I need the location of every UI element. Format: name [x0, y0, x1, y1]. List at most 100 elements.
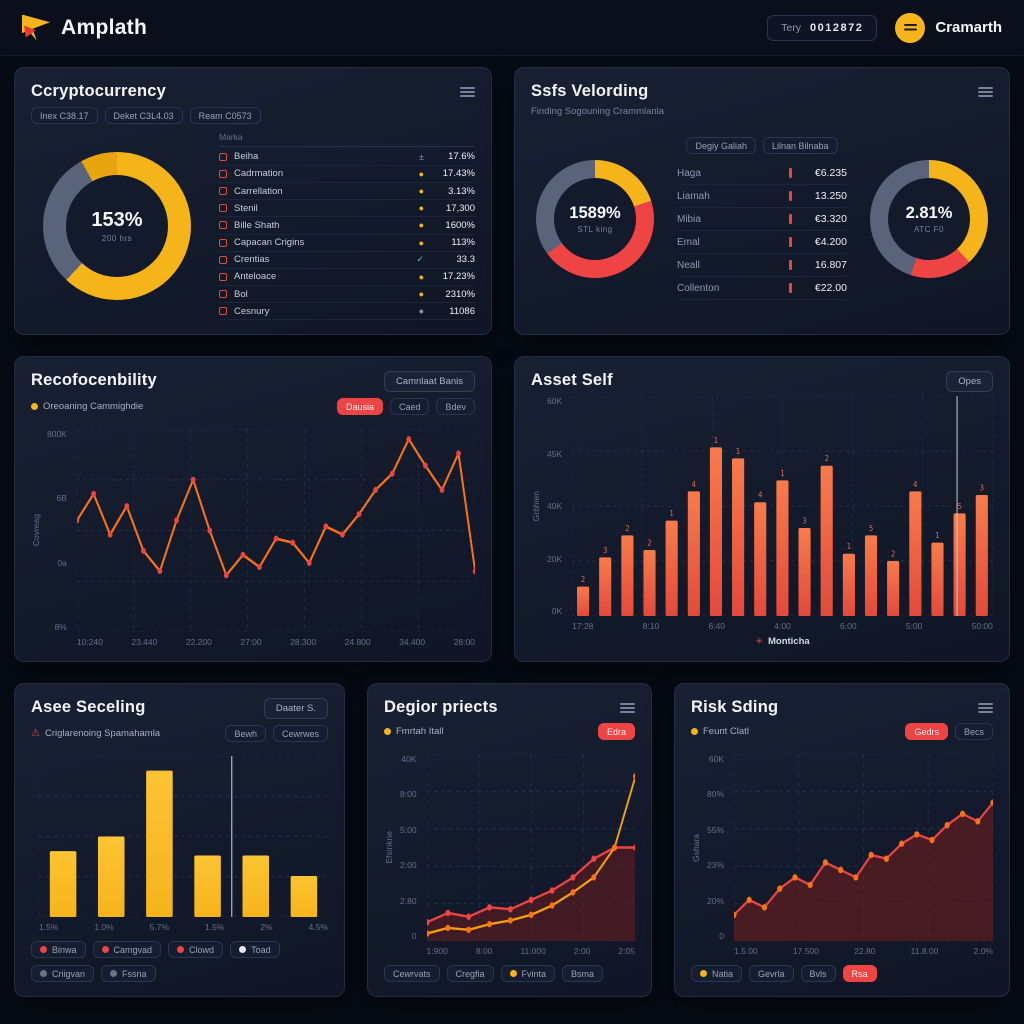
pill-button[interactable]: Cregfia: [446, 965, 494, 982]
risk-footer-legend: Natia Gevrla Bvls Rsa: [691, 965, 993, 982]
pill-button[interactable]: Lilnan Bilnaba: [762, 137, 838, 154]
table-row[interactable]: Cesnury ● 11086: [219, 303, 475, 321]
table-row[interactable]: Haga €6.235: [677, 162, 847, 185]
pill-button[interactable]: Bewh: [225, 725, 266, 742]
y-axis-title: Gshara: [691, 833, 701, 862]
pill-button[interactable]: Deket C3L4.03: [104, 107, 183, 124]
pill-button[interactable]: Toad: [230, 941, 280, 958]
reco-action-button[interactable]: Camnlaat Banis: [383, 371, 475, 392]
table-row[interactable]: Stenil ● 17,300: [219, 200, 475, 218]
table-row[interactable]: Cadrmation ● 17.43%: [219, 166, 475, 183]
table-row[interactable]: Neall 16.807: [677, 254, 847, 277]
row-value-icon: ●: [418, 220, 424, 231]
menu-icon[interactable]: [460, 86, 475, 97]
label: Fvinta: [521, 968, 547, 979]
row-accent: [789, 283, 792, 293]
axis-tick: 2%: [260, 922, 273, 932]
axis-tick: 4:00: [774, 621, 791, 631]
axis-caption-icon: ✳: [755, 636, 763, 646]
pill-button[interactable]: Degiy Galiah: [686, 137, 756, 154]
pill-button[interactable]: Ream C0573: [189, 107, 261, 124]
table-row[interactable]: Carrellation ● 3.13%: [219, 183, 475, 201]
row-label: Stenil: [234, 202, 258, 214]
label: Oreoaning Cammighdie: [43, 401, 144, 412]
pill-button[interactable]: Gevrla: [749, 965, 794, 982]
table-row[interactable]: Beiha ±17.6%: [219, 149, 475, 166]
axis-tick: 34.400: [399, 637, 426, 647]
pill-button[interactable]: Cewrwes: [272, 725, 328, 742]
user-avatar[interactable]: [895, 12, 926, 43]
table-row[interactable]: Collenton €22.00: [677, 277, 847, 300]
panel-asset-self: Asset Self Opes Grbhien 60K 45K 40K 20K 0K 2…: [514, 356, 1010, 662]
asset-action-button[interactable]: Opes: [946, 371, 993, 392]
pill-button[interactable]: Becs: [954, 723, 993, 740]
pill-button[interactable]: Dausia: [336, 398, 383, 415]
brand-logo-icon: [22, 15, 50, 41]
pill-button[interactable]: Fssna: [101, 965, 156, 982]
pill-button[interactable]: Clowd: [168, 941, 224, 958]
menu-icon[interactable]: [620, 702, 635, 713]
pill-button[interactable]: Criigvan: [31, 965, 95, 982]
pill-button[interactable]: Camgvad: [92, 941, 162, 958]
pill-button[interactable]: Bdev: [436, 398, 475, 415]
account-label: Tery: [781, 21, 801, 34]
table-row[interactable]: Bille Shath ● 1600%: [219, 217, 475, 235]
pill-button[interactable]: Rsa: [842, 965, 877, 982]
x-axis-caption: ✳ Monticha: [755, 636, 810, 647]
svg-text:2: 2: [891, 549, 895, 559]
table-row[interactable]: Mibia €3.320: [677, 208, 847, 231]
pill-button[interactable]: Cewrvats: [384, 965, 440, 982]
account-button[interactable]: Tery 0012872: [767, 14, 878, 41]
row-label: Crentias: [234, 254, 270, 266]
label: Cewrwes: [281, 728, 319, 739]
row-checkbox-icon: [219, 221, 227, 230]
axis-tick: 1.5%: [39, 922, 59, 932]
panel-asee-seceling: Asee Seceling Daater S. ⚠ Criglarenoing S…: [14, 683, 345, 997]
label: Gedrs: [914, 726, 939, 737]
velording-rows: Haga €6.235 Liamah 13.250 Mibia €3.320 Emal €4.…: [677, 162, 847, 300]
row-value: 33.3: [456, 254, 476, 266]
seceling-action-button[interactable]: Daater S.: [263, 698, 328, 719]
axis-tick: 800K: [47, 429, 67, 439]
table-row[interactable]: Crentias ✓ 33.3: [219, 252, 475, 269]
axis-tick: 17:28: [572, 621, 594, 631]
user-menu[interactable]: Cramarth: [895, 12, 1002, 43]
pill-button[interactable]: Bvls: [800, 965, 836, 982]
table-row[interactable]: Bol ● 2310%: [219, 286, 475, 304]
pill-button[interactable]: Inex C38.17: [31, 107, 98, 124]
axis-tick: 0: [411, 930, 417, 941]
y-axis-ticks: 40K 8:00 5:00 2:00 2:80 0: [398, 754, 423, 941]
menu-icon[interactable]: [978, 86, 993, 97]
table-row[interactable]: Capacan Crigins ● 113%: [219, 235, 475, 252]
pill-button[interactable]: Gedrs: [905, 723, 948, 740]
label: Camgvad: [113, 944, 153, 955]
menu-icon[interactable]: [978, 702, 993, 713]
table-row[interactable]: Emal €4.200: [677, 231, 847, 254]
label: Feunt Clatl: [703, 726, 749, 737]
axis-tick: 45K: [547, 448, 563, 459]
row-label: Mibia: [677, 213, 701, 225]
x-axis-ticks: 1.5% 1.0% 5.7% 1.5% 2% 4.5%: [39, 917, 328, 932]
pill-button[interactable]: Edra: [597, 723, 635, 740]
svg-text:2: 2: [581, 575, 585, 585]
row-checkbox-icon: [219, 272, 227, 281]
axis-tick: 22.80: [854, 946, 876, 956]
pill-button[interactable]: Caed: [389, 398, 430, 415]
user-name: Cramarth: [935, 19, 1002, 36]
pill-button[interactable]: Binwa: [31, 941, 86, 958]
row-value: 2310%: [445, 288, 475, 300]
svg-text:1: 1: [736, 446, 741, 456]
y-axis-title: Grbhien: [531, 490, 541, 522]
row-label: Anteloace: [234, 271, 277, 283]
pill-button[interactable]: Fvinta: [500, 965, 556, 982]
pill-button[interactable]: Bsma: [562, 965, 604, 982]
degior-chart: Efsinkne 40K 8:00 5:00 2:00 2:80 0 1:900 8:00 1…: [384, 754, 635, 956]
svg-text:4: 4: [758, 490, 763, 500]
reco-legend: Oreoaning Cammighdie: [31, 401, 143, 412]
table-row[interactable]: Anteloace ● 17.23%: [219, 269, 475, 287]
pill-button[interactable]: Natia: [691, 965, 743, 982]
table-row[interactable]: Liamah 13.250: [677, 185, 847, 208]
label: Rsa: [851, 968, 868, 979]
axis-tick: 60K: [708, 754, 725, 764]
label: Becs: [963, 726, 984, 737]
